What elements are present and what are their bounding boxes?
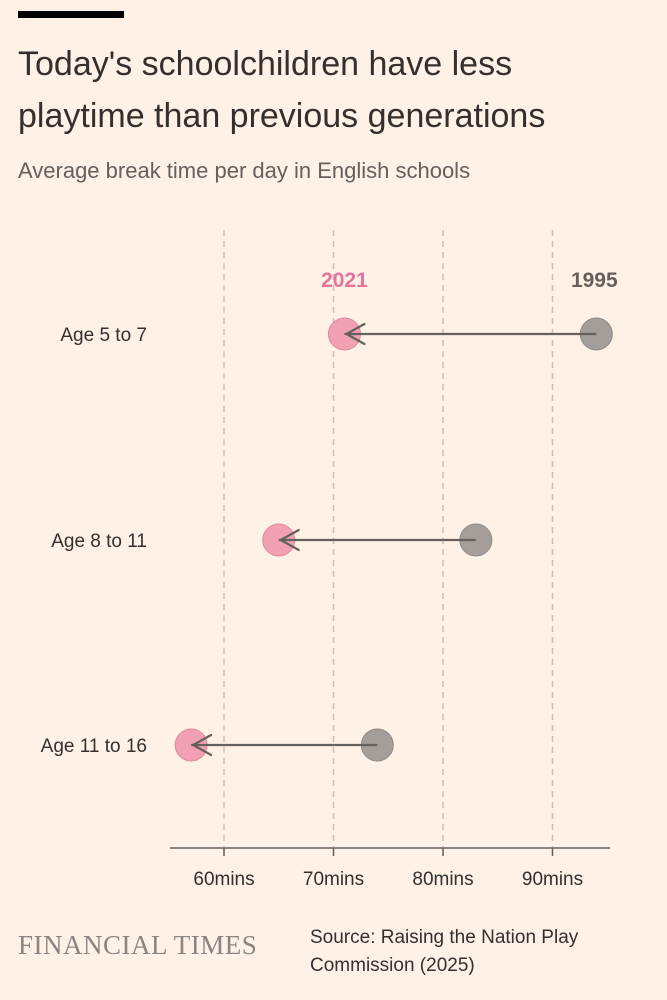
chart-row: Age 5 to 7	[60, 317, 613, 351]
arrow-head	[345, 322, 366, 346]
source-note: Source: Raising the Nation Play Commissi…	[310, 927, 579, 976]
chart-subtitle: Average break time per day in English sc…	[18, 158, 471, 183]
x-tick-label: 60mins	[193, 869, 254, 890]
x-tick-label: 80mins	[412, 869, 473, 890]
chart-title: Today's schoolchildren have less playtim…	[18, 45, 546, 135]
ft-top-bar	[18, 11, 124, 18]
category-label: Age 5 to 7	[60, 325, 147, 346]
arrow-head	[279, 528, 300, 552]
chart-rows: Age 5 to 7 Age 8 to 11 Age 11 to 16	[41, 317, 613, 762]
chart-row: Age 11 to 16	[41, 728, 394, 762]
x-tick-label: 90mins	[522, 869, 583, 890]
series-label-2021: 2021	[321, 269, 368, 292]
category-label: Age 11 to 16	[41, 736, 147, 757]
x-axis: 60mins 70mins 80mins 90mins	[170, 847, 610, 890]
dot-arrow-chart: 60mins 70mins 80mins 90mins Age 5 to 7 Age 8…	[41, 230, 618, 890]
category-label: Age 8 to 11	[51, 531, 147, 552]
series-label-1995: 1995	[571, 269, 618, 292]
ft-logo: FINANCIAL TIMES	[18, 930, 258, 960]
arrow-head	[192, 733, 213, 757]
series-labels: 2021 1995	[321, 269, 618, 292]
chart-row: Age 8 to 11	[51, 523, 493, 557]
x-tick-label: 70mins	[303, 869, 364, 890]
